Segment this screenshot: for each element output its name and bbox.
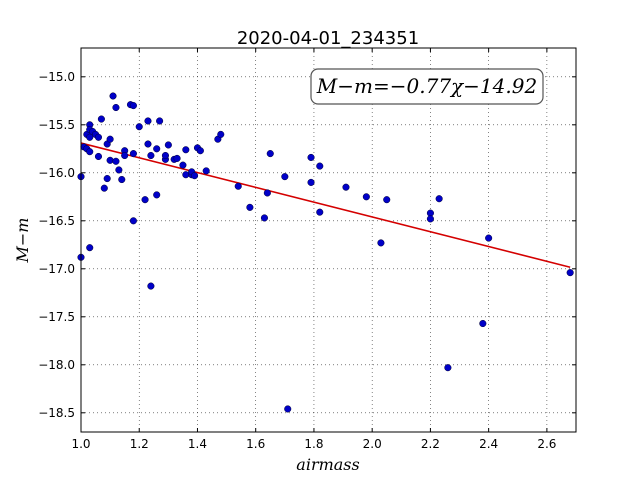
data-point bbox=[129, 217, 137, 225]
x-tick-label: 1.4 bbox=[188, 437, 207, 451]
plot-frame bbox=[80, 47, 577, 433]
data-point bbox=[260, 214, 268, 222]
y-tick-label: −15.5 bbox=[38, 118, 75, 132]
x-tick-label: 1.2 bbox=[130, 437, 149, 451]
data-point bbox=[316, 162, 324, 170]
data-point bbox=[217, 130, 225, 138]
data-point bbox=[94, 133, 103, 141]
y-tick-label: −16.0 bbox=[38, 166, 75, 180]
data-point bbox=[129, 150, 137, 158]
data-point bbox=[196, 147, 204, 155]
data-point bbox=[161, 151, 169, 160]
data-point bbox=[109, 92, 117, 100]
data-point bbox=[173, 154, 181, 162]
data-point bbox=[129, 102, 137, 110]
data-point bbox=[179, 161, 187, 169]
fit-equation-frame bbox=[310, 68, 544, 105]
fit-equation-box: M−m=−0.77χ−14.92 bbox=[310, 68, 544, 105]
data-point bbox=[202, 167, 210, 175]
fit-line bbox=[80, 142, 571, 269]
chart-title: 2020-04-01_234351 bbox=[237, 28, 419, 49]
data-point bbox=[100, 184, 108, 192]
data-point bbox=[94, 152, 103, 161]
data-point bbox=[97, 115, 105, 123]
data-point bbox=[153, 191, 161, 199]
x-tick-label: 2.6 bbox=[537, 437, 556, 451]
data-point bbox=[115, 166, 123, 174]
data-point bbox=[118, 175, 126, 184]
data-point bbox=[103, 175, 111, 183]
data-point bbox=[112, 103, 120, 112]
data-point bbox=[86, 148, 94, 156]
y-tick-label: −16.5 bbox=[38, 214, 75, 228]
data-point bbox=[234, 182, 242, 190]
data-point bbox=[566, 269, 574, 277]
data-point bbox=[144, 140, 152, 148]
x-tick-label: 2.4 bbox=[479, 437, 498, 451]
data-point bbox=[342, 183, 350, 191]
y-tick-label: −18.5 bbox=[38, 406, 75, 420]
x-tick-label: 1.8 bbox=[304, 437, 323, 451]
data-point bbox=[485, 234, 493, 242]
data-point bbox=[191, 172, 199, 180]
data-point bbox=[135, 123, 143, 131]
data-point bbox=[435, 195, 443, 203]
data-point bbox=[426, 215, 434, 223]
data-point bbox=[377, 239, 385, 247]
axes: 1.0 1.2 1.4 1.6 1.8 2.0 2.2 2.4 2.6 −15.0 −15.5 −16… bbox=[38, 47, 577, 451]
data-point bbox=[144, 117, 152, 125]
data-point bbox=[156, 117, 164, 125]
data-point bbox=[362, 193, 370, 201]
data-point bbox=[86, 133, 94, 141]
data-point bbox=[164, 141, 172, 149]
data-point bbox=[284, 405, 292, 413]
x-tick-label: 2.0 bbox=[363, 437, 382, 451]
data-point bbox=[112, 157, 120, 165]
data-point bbox=[246, 203, 254, 211]
data-point bbox=[182, 146, 190, 154]
x-axis-label: airmass bbox=[296, 455, 359, 474]
data-point bbox=[147, 282, 155, 290]
y-tick-label: −17.5 bbox=[38, 310, 75, 324]
y-axis-label: M−m bbox=[13, 218, 32, 264]
data-point bbox=[444, 364, 452, 372]
data-point bbox=[106, 156, 114, 164]
data-point bbox=[121, 151, 129, 160]
plot-area bbox=[77, 92, 574, 413]
data-point bbox=[141, 196, 149, 204]
y-tick-label: −15.0 bbox=[38, 70, 75, 84]
data-point bbox=[266, 150, 274, 158]
data-point bbox=[106, 135, 114, 143]
data-point bbox=[281, 173, 289, 181]
x-tick-label: 2.2 bbox=[421, 437, 440, 451]
data-point bbox=[86, 244, 94, 252]
data-point bbox=[383, 196, 391, 204]
y-tick-label: −18.0 bbox=[38, 358, 75, 372]
data-point bbox=[147, 151, 155, 160]
fit-equation-text: M−m=−0.77χ−14.92 bbox=[316, 74, 537, 98]
data-point bbox=[307, 153, 315, 161]
data-point bbox=[316, 208, 324, 216]
data-point bbox=[307, 178, 315, 186]
x-tick-label: 1.6 bbox=[246, 437, 265, 451]
x-tick-label: 1.0 bbox=[71, 437, 90, 451]
data-point bbox=[263, 189, 271, 197]
y-tick-label: −17.0 bbox=[38, 262, 75, 276]
data-point bbox=[479, 319, 487, 328]
data-point bbox=[153, 145, 161, 153]
